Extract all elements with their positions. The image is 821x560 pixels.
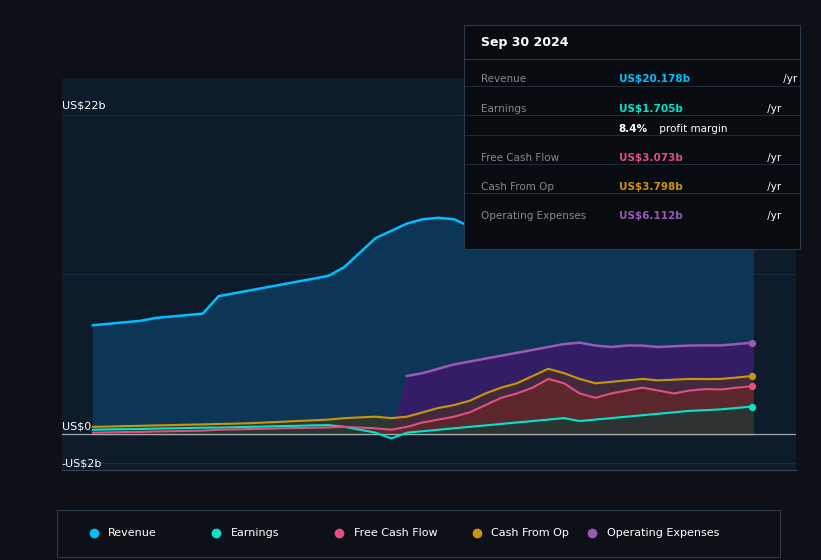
Text: /yr: /yr [764,182,782,192]
Text: US$20.178b: US$20.178b [619,74,690,85]
Point [745,338,759,347]
Text: -US$2b: -US$2b [62,458,102,468]
Text: US$0: US$0 [62,422,91,432]
Text: Earnings: Earnings [231,529,279,538]
Point [745,371,759,380]
Text: 8.4%: 8.4% [619,124,648,134]
Text: Revenue: Revenue [481,74,525,85]
Text: Operating Expenses: Operating Expenses [607,529,719,538]
Text: US$1.705b: US$1.705b [619,104,682,114]
Point [745,402,759,411]
Text: /yr: /yr [780,74,797,85]
Point [745,382,759,391]
Text: /yr: /yr [764,153,782,163]
Text: US$6.112b: US$6.112b [619,211,682,221]
Point [745,125,759,134]
Text: Cash From Op: Cash From Op [481,182,553,192]
Text: Operating Expenses: Operating Expenses [481,211,586,221]
Text: /yr: /yr [764,211,782,221]
Text: Free Cash Flow: Free Cash Flow [481,153,559,163]
Text: profit margin: profit margin [656,124,727,134]
Text: US$3.798b: US$3.798b [619,182,682,192]
Text: Earnings: Earnings [481,104,526,114]
Text: Free Cash Flow: Free Cash Flow [354,529,438,538]
Text: Cash From Op: Cash From Op [491,529,569,538]
Text: US$22b: US$22b [62,100,105,110]
Text: /yr: /yr [764,104,782,114]
Text: Revenue: Revenue [108,529,157,538]
Text: US$3.073b: US$3.073b [619,153,682,163]
Text: Sep 30 2024: Sep 30 2024 [481,36,568,49]
